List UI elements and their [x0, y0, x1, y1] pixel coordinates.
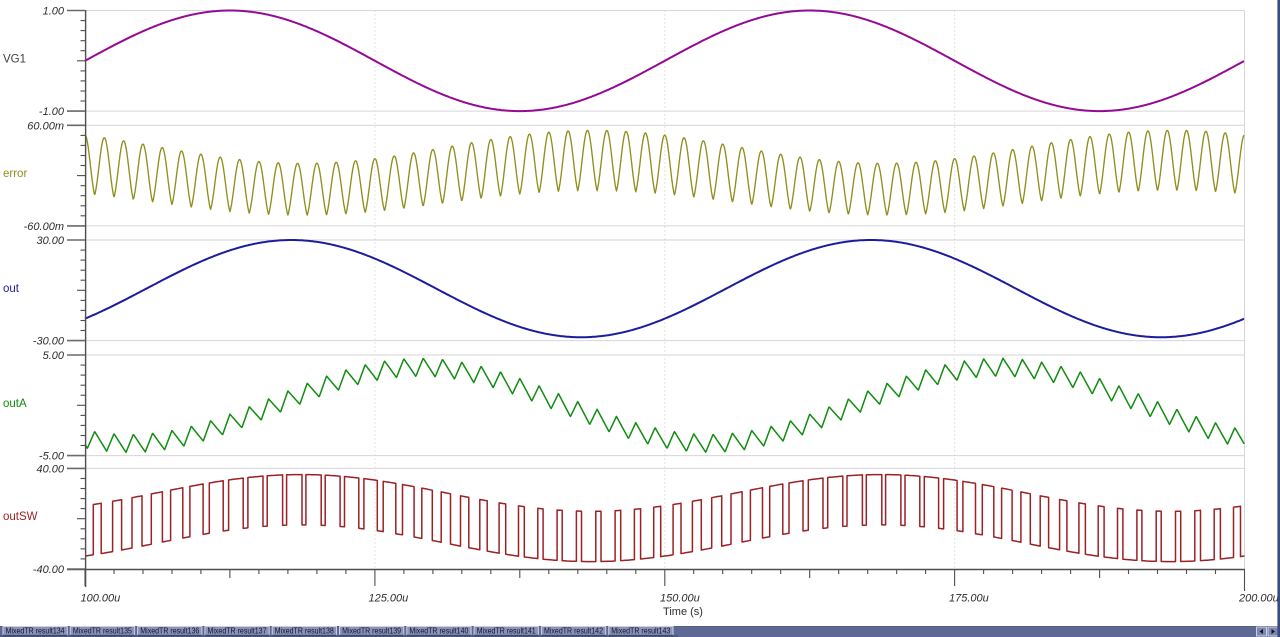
svg-text:5.00: 5.00 [43, 350, 65, 362]
svg-text:MixedTR result140: MixedTR result140 [409, 626, 468, 636]
svg-text:30.00: 30.00 [36, 235, 64, 247]
svg-text:-1.00: -1.00 [39, 106, 65, 118]
svg-text:60.00m: 60.00m [27, 120, 64, 132]
svg-text:MixedTR result141: MixedTR result141 [477, 626, 536, 636]
svg-text:Time (s): Time (s) [663, 606, 703, 618]
svg-text:out: out [3, 283, 20, 295]
svg-text:VG1: VG1 [3, 53, 26, 65]
svg-text:outSW: outSW [3, 511, 38, 523]
svg-text:MixedTR result137: MixedTR result137 [208, 626, 267, 636]
svg-text:MixedTR result142: MixedTR result142 [544, 626, 603, 636]
svg-text:MixedTR result135: MixedTR result135 [73, 626, 132, 636]
svg-text:MixedTR result139: MixedTR result139 [342, 626, 401, 636]
svg-text:error: error [3, 168, 27, 180]
svg-text:MixedTR result134: MixedTR result134 [6, 626, 65, 636]
svg-text:-30.00: -30.00 [33, 336, 65, 348]
svg-text:-40.00: -40.00 [33, 564, 65, 576]
svg-text:125.00u: 125.00u [369, 593, 409, 605]
svg-text:40.00: 40.00 [36, 463, 64, 475]
svg-text:MixedTR result143: MixedTR result143 [611, 626, 670, 636]
svg-text:150.00u: 150.00u [660, 593, 700, 605]
svg-text:175.00u: 175.00u [949, 593, 989, 605]
svg-text:outA: outA [3, 398, 27, 410]
svg-text:MixedTR result138: MixedTR result138 [275, 626, 334, 636]
svg-text:-5.00: -5.00 [39, 451, 65, 463]
svg-text:100.00u: 100.00u [81, 593, 121, 605]
svg-text:-60.00m: -60.00m [24, 221, 64, 233]
svg-text:1.00: 1.00 [43, 6, 65, 18]
svg-text:MixedTR result136: MixedTR result136 [140, 626, 199, 636]
svg-text:200.00u: 200.00u [1238, 593, 1279, 605]
